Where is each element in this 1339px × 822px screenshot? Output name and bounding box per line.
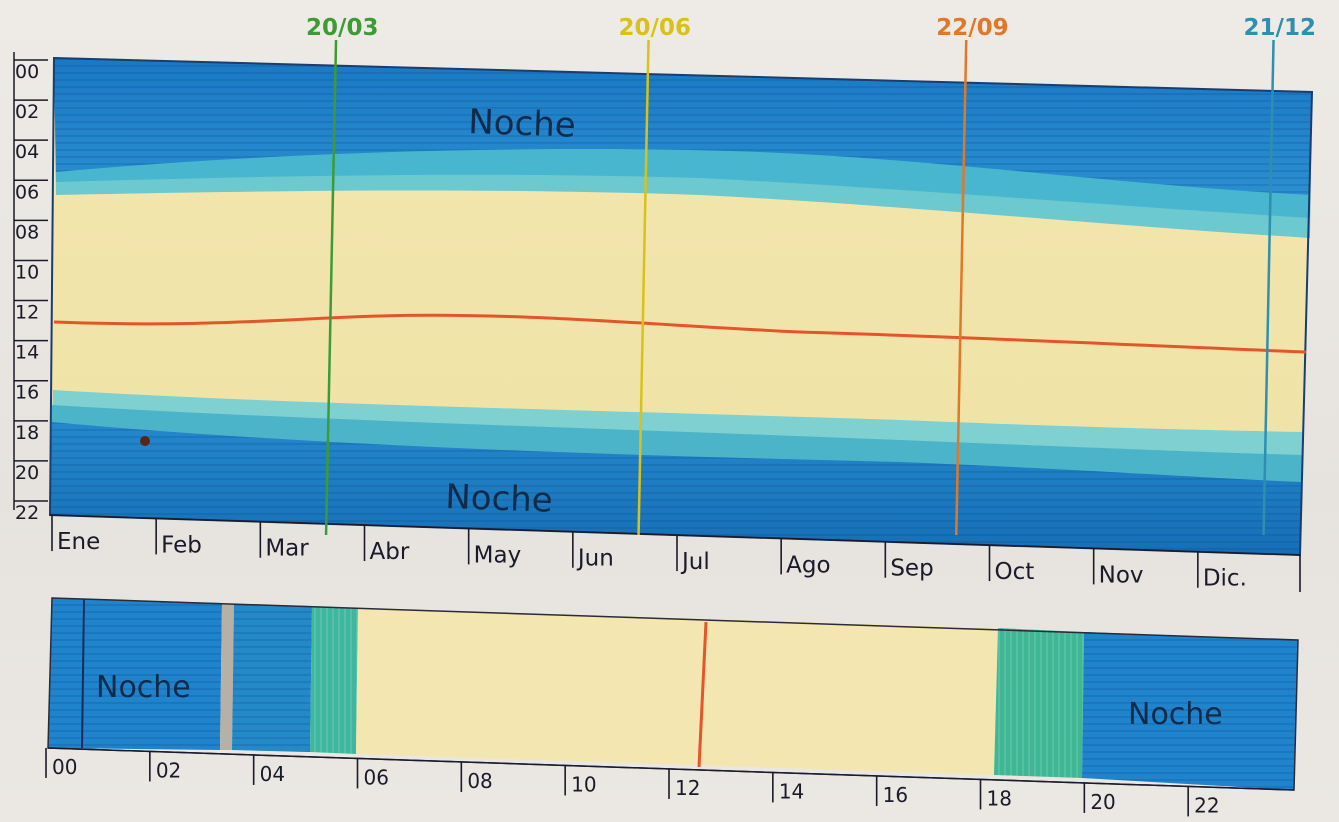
date-marker-line [637, 39, 650, 536]
y-tick-label: 04 [15, 141, 39, 163]
y-axis: 00 02 04 06 08 10 12 14 16 18 20 22 [13, 52, 48, 524]
hour-label: 12 [675, 776, 700, 800]
night-label-bottom-right: Noche [1128, 697, 1223, 732]
y-tick-label: 14 [15, 342, 39, 364]
hour-label: 20 [1090, 790, 1115, 814]
month-label: Sep [890, 556, 933, 582]
bottom-noon-line [697, 621, 708, 768]
x-axis-hours: 00 02 04 06 08 10 12 14 16 18 20 22 [45, 747, 1295, 817]
hour-axis-line [47, 747, 1295, 791]
bottom-chart: 00 02 04 06 08 10 12 14 16 18 20 22 Noche Noche [45, 597, 1299, 817]
night-label-top: Noche [468, 102, 577, 146]
x-axis-line [49, 514, 1301, 556]
date-marker-line [1262, 39, 1275, 536]
hour-label: 14 [779, 779, 804, 803]
month-label: Jul [680, 549, 710, 575]
y-tick-label: 22 [15, 502, 39, 524]
month-label: May [474, 542, 522, 568]
hour-label: 00 [52, 755, 77, 779]
y-tick-label: 06 [15, 181, 39, 203]
date-marker-label: 22/09 [936, 15, 1008, 41]
y-tick-label: 16 [15, 382, 39, 404]
hour-label: 10 [571, 772, 596, 796]
month-label: Oct [995, 559, 1035, 585]
y-tick-label: 20 [15, 462, 39, 484]
hour-label: 02 [156, 758, 181, 782]
y-tick-label: 10 [15, 261, 39, 283]
x-axis-months: Ene Feb Mar Abr May Jun Jul Ago Sep Oct Nov Dic. [49, 514, 1301, 592]
month-label: Dic. [1203, 566, 1247, 592]
y-tick-label: 08 [15, 221, 39, 243]
night-label-bottom-left: Noche [96, 670, 191, 705]
date-marker-label: 20/06 [619, 15, 691, 41]
month-label: Jun [576, 546, 614, 572]
date-markers: 20/03 20/06 22/09 21/12 [306, 15, 1316, 536]
pen-dot [140, 436, 150, 446]
bottom-gap [220, 603, 234, 750]
date-marker-line [324, 39, 338, 536]
night-label-bottom: Noche [445, 477, 554, 521]
date-marker-line [955, 39, 968, 536]
hour-label: 04 [260, 762, 285, 786]
y-tick-label: 12 [15, 302, 39, 324]
month-label: Feb [161, 532, 202, 558]
hour-label: 08 [467, 769, 492, 793]
month-label: Ago [786, 552, 830, 578]
hour-label: 16 [883, 783, 908, 807]
month-label: Mar [265, 536, 309, 562]
hour-label: 06 [364, 765, 389, 789]
top-chart: 00 02 04 06 08 10 12 14 16 18 20 22 Ene Feb Mar Abr May… [13, 15, 1316, 592]
y-tick-label: 18 [15, 422, 39, 444]
month-label: Nov [1099, 562, 1144, 588]
solar-noon-line [53, 313, 1307, 354]
y-tick-label: 02 [15, 101, 39, 123]
date-marker-label: 21/12 [1244, 15, 1316, 41]
bottom-day [356, 608, 998, 775]
date-marker-label: 20/03 [306, 15, 378, 41]
bottom-midnight-line [81, 598, 85, 749]
month-label: Abr [370, 539, 410, 565]
hour-label: 18 [987, 786, 1012, 810]
hour-label: 22 [1194, 793, 1219, 817]
y-tick-label: 00 [15, 61, 39, 83]
month-label: Ene [57, 529, 100, 555]
